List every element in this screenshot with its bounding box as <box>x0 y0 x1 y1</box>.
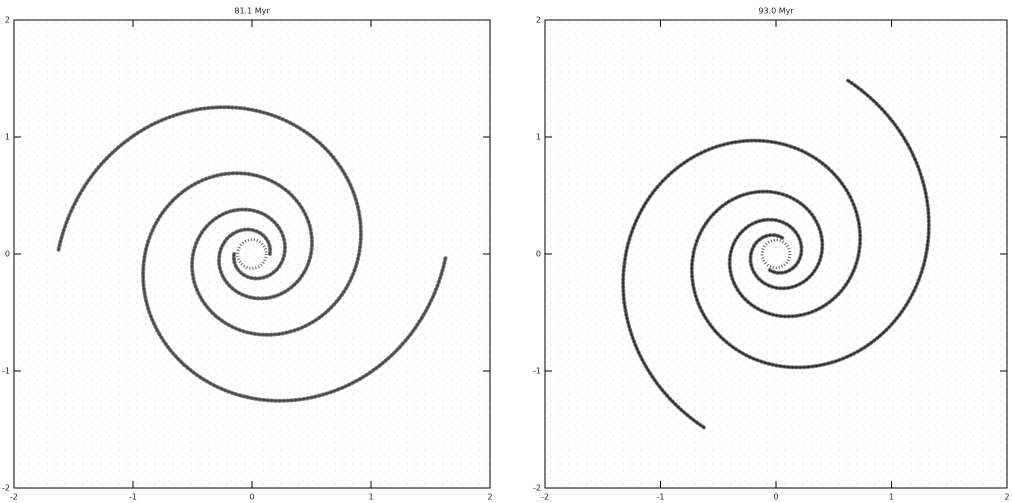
x-tick-label: 1 <box>889 493 894 502</box>
y-tick-label: 1 <box>5 133 10 142</box>
x-tick-label: 1 <box>368 493 373 502</box>
y-tick-label: 0 <box>536 250 541 259</box>
x-tick-label: 0 <box>773 493 778 502</box>
y-tick-label: 1 <box>536 133 541 142</box>
plot-frame <box>14 20 490 488</box>
y-tick-label: -2 <box>2 484 10 493</box>
y-tick-label: 0 <box>5 250 10 259</box>
y-tick-label: 2 <box>536 16 541 25</box>
y-tick-label: -1 <box>2 367 10 376</box>
x-tick-label: 0 <box>249 493 254 502</box>
x-tick-label: -1 <box>657 493 665 502</box>
y-tick-label: -2 <box>533 484 541 493</box>
x-tick-label: -2 <box>541 493 549 502</box>
y-tick-label: 2 <box>5 16 10 25</box>
x-tick-label: -1 <box>129 493 137 502</box>
y-tick-label: -1 <box>533 367 541 376</box>
panel-title: 93.0 Myr <box>758 7 794 16</box>
x-tick-label: 2 <box>487 493 492 502</box>
plot-frame <box>545 20 1007 488</box>
panel: 81.1 Myr -2 -1 0 1 2 -2 -1 0 1 2 <box>2 7 493 502</box>
panel-title: 81.1 Myr <box>234 7 270 16</box>
panel: 93.0 Myr -2 -1 0 1 2 -2 -1 0 1 2 <box>533 7 1010 502</box>
x-tick-label: 2 <box>1004 493 1009 502</box>
figure: 81.1 Myr -2 -1 0 1 2 -2 -1 0 1 2 93.0 Myr -2 -1 0 1 2 -2 -… <box>0 0 1012 503</box>
x-tick-label: -2 <box>10 493 18 502</box>
